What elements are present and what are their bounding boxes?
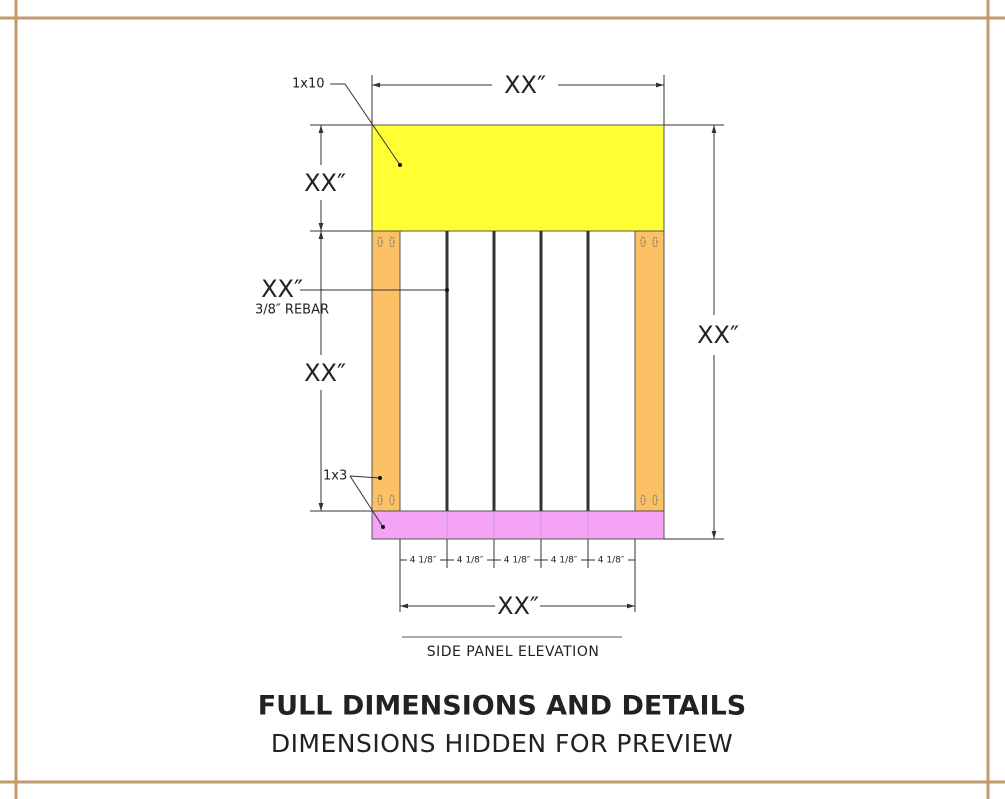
dimension-label: XX″ bbox=[304, 169, 346, 197]
spacing-label: 4 1/8″ bbox=[598, 556, 625, 566]
caption: SIDE PANEL ELEVATION bbox=[427, 644, 600, 660]
part-label: 1x10 bbox=[292, 77, 325, 92]
part-label: 1x3 bbox=[323, 469, 347, 484]
panel bbox=[371, 124, 665, 540]
spacing-label: 4 1/8″ bbox=[504, 556, 531, 566]
footer-subtitle: DIMENSIONS HIDDEN FOR PREVIEW bbox=[271, 729, 733, 758]
dimension-label: XX″ bbox=[261, 275, 303, 303]
spacing-label: 4 1/8″ bbox=[457, 556, 484, 566]
spacing-label: 4 1/8″ bbox=[410, 556, 437, 566]
dimension-label: XX″ bbox=[697, 321, 739, 349]
dimension-label: XX″ bbox=[504, 71, 546, 99]
dimension-lines bbox=[300, 75, 724, 612]
spacing-labels: 4 1/8″ 4 1/8″ 4 1/8″ 4 1/8″ 4 1/8″ bbox=[400, 553, 635, 567]
part-label: 3/8″ REBAR bbox=[255, 303, 329, 318]
footer-title: FULL DIMENSIONS AND DETAILS bbox=[258, 691, 747, 722]
dimension-label: XX″ bbox=[304, 359, 346, 387]
dimension-label: XX″ bbox=[497, 592, 539, 620]
spacing-label: 4 1/8″ bbox=[551, 556, 578, 566]
